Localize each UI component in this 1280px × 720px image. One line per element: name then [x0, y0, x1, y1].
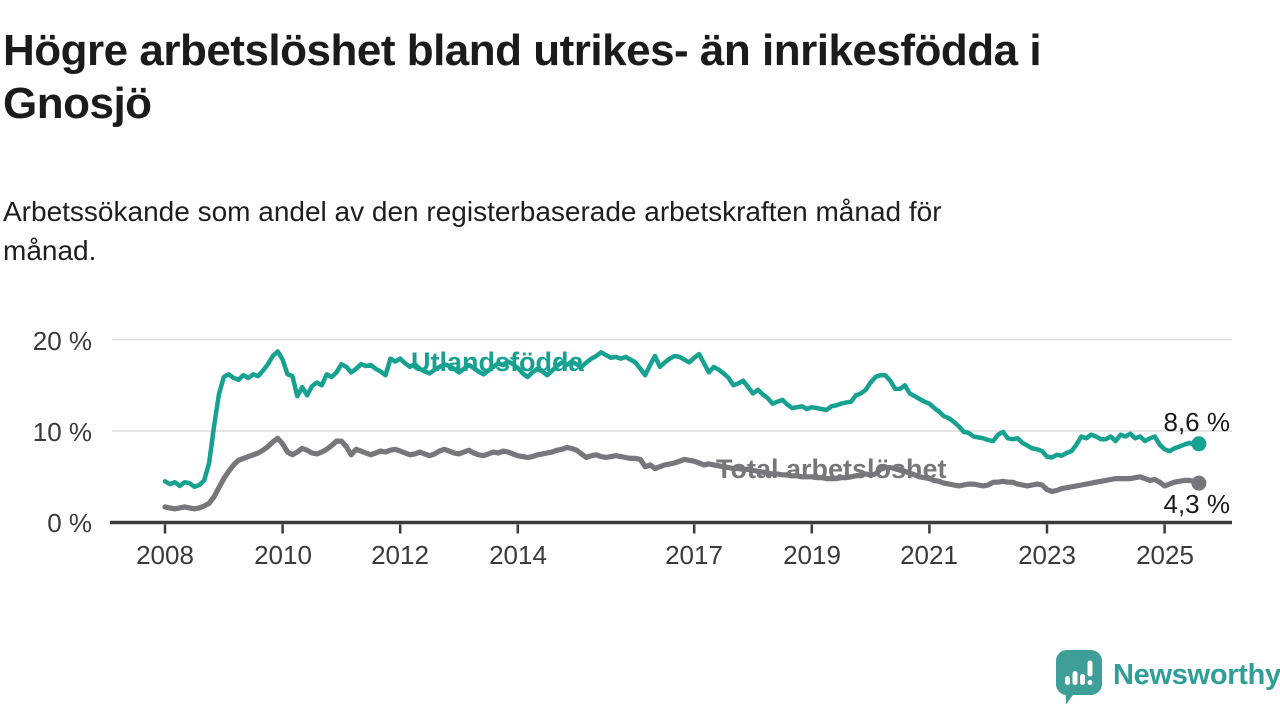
line-total-arbetsl-shet	[162, 435, 1202, 512]
line-utlandsf-dda	[162, 349, 1202, 490]
series-label-total-arbetsloshet: Total arbetslöshet	[716, 454, 947, 484]
newsworthy-logo-text: Newsworthy	[1113, 658, 1280, 691]
y-axis-label-0: 0 %	[47, 508, 92, 538]
end-value-label-total: 4,3 %	[1163, 489, 1231, 519]
x-axis-label-2012: 2012	[371, 540, 429, 570]
x-axis-label-2025: 2025	[1136, 540, 1194, 570]
end-dot-utlandsf-dda	[1191, 436, 1207, 452]
newsworthy-logo-icon	[1056, 650, 1102, 705]
x-axis-label-2014: 2014	[489, 540, 547, 570]
y-axis-label-10: 10 %	[32, 417, 92, 447]
x-axis-label-2008: 2008	[136, 540, 194, 570]
chart-subtitle: Arbetssökande som andel av den registerb…	[3, 196, 942, 266]
x-axis-label-2021: 2021	[900, 540, 958, 570]
series-label-utlandsfodda: Utlandsfödda	[411, 347, 584, 377]
end-dot-total-arbetsl-shet	[1191, 475, 1207, 491]
x-axis-label-2023: 2023	[1018, 540, 1076, 570]
x-axis-label-2019: 2019	[783, 540, 841, 570]
end-value-label-utlandsfodda: 8,6 %	[1163, 407, 1231, 437]
x-axis-label-2010: 2010	[254, 540, 312, 570]
newsworthy-logo: Newsworthy	[1056, 650, 1280, 706]
chart-title: Högre arbetslöshet bland utrikes- än inr…	[3, 26, 1042, 128]
x-axis-label-2017: 2017	[665, 540, 723, 570]
y-axis-label-20: 20 %	[32, 326, 92, 356]
